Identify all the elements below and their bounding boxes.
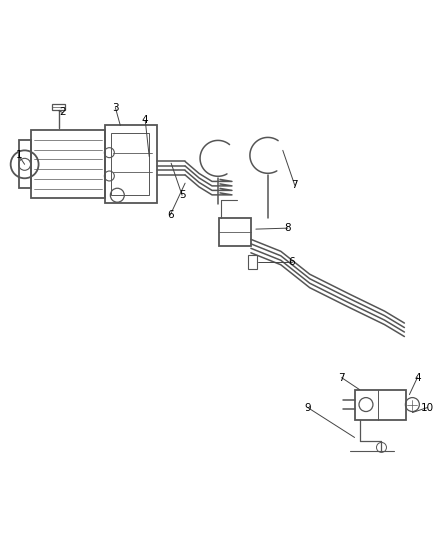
Text: 8: 8 — [284, 223, 291, 233]
Text: 3: 3 — [112, 102, 119, 112]
Text: 2: 2 — [59, 108, 66, 117]
Text: 9: 9 — [304, 402, 311, 413]
Text: 10: 10 — [421, 402, 434, 413]
Bar — [52, 103, 66, 110]
Text: 1: 1 — [15, 150, 22, 160]
Bar — [31, 131, 106, 198]
Bar — [248, 255, 257, 269]
Text: 7: 7 — [291, 180, 298, 190]
Text: 4: 4 — [142, 116, 148, 125]
Bar — [111, 133, 149, 195]
Bar — [219, 218, 251, 246]
Bar — [106, 125, 157, 203]
Text: 4: 4 — [414, 373, 420, 383]
Text: 6: 6 — [289, 257, 295, 267]
Text: 6: 6 — [167, 210, 173, 220]
Bar — [355, 390, 406, 419]
Text: 5: 5 — [179, 190, 185, 200]
Text: 7: 7 — [338, 373, 345, 383]
Bar — [19, 140, 31, 188]
